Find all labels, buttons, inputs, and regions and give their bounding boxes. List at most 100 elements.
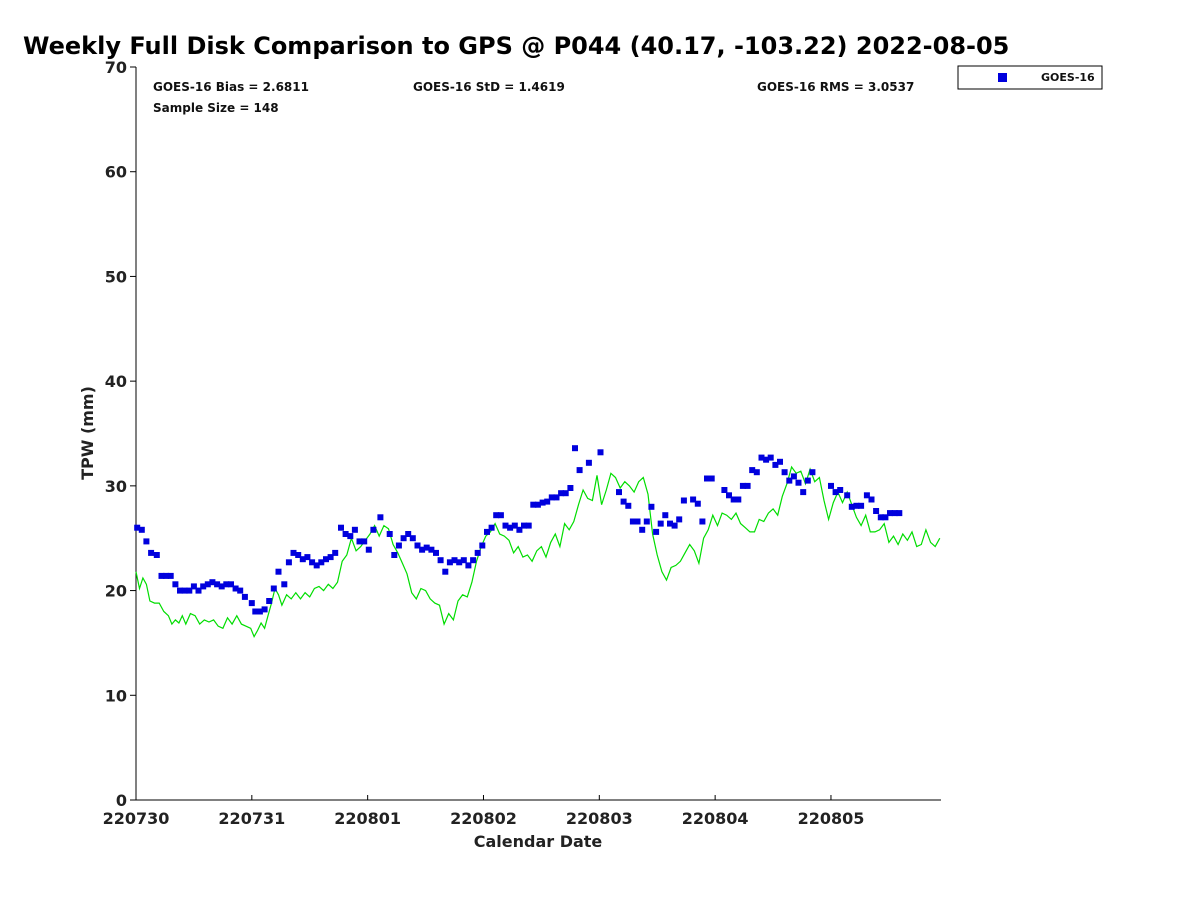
goes16-point xyxy=(323,556,329,563)
goes16-point xyxy=(530,501,537,508)
y-tick-label: 0 xyxy=(116,791,127,810)
goes16-point xyxy=(597,449,604,456)
y-tick-label: 30 xyxy=(105,477,127,496)
goes16-point xyxy=(558,490,565,497)
goes16-point xyxy=(138,526,145,533)
goes16-point xyxy=(616,489,622,496)
goes16-point xyxy=(676,516,683,523)
goes16-point xyxy=(795,479,802,486)
goes16-point xyxy=(295,552,302,558)
goes16-point xyxy=(848,503,855,510)
y-tick-label: 60 xyxy=(105,163,127,182)
goes16-point xyxy=(409,535,416,542)
goes16-point xyxy=(562,490,569,497)
goes16-point xyxy=(214,581,221,588)
goes16-point xyxy=(332,549,339,556)
goes16-point xyxy=(502,522,509,529)
goes16-point xyxy=(667,520,673,527)
goes16-point xyxy=(634,518,641,525)
goes16-point xyxy=(261,606,268,613)
goes16-point xyxy=(539,499,546,506)
goes16-point xyxy=(629,518,636,525)
goes16-point xyxy=(446,559,453,566)
goes16-point xyxy=(625,502,632,509)
goes16-point xyxy=(767,454,774,461)
plot-frame xyxy=(135,67,941,801)
goes16-point xyxy=(567,485,574,491)
goes16-point xyxy=(167,572,174,579)
goes16-point xyxy=(657,520,664,527)
goes16-point xyxy=(228,581,234,588)
goes16-point xyxy=(572,445,578,452)
goes16-point xyxy=(256,608,263,615)
goes16-point xyxy=(544,498,551,505)
goes16-point xyxy=(896,510,903,517)
goes16-point xyxy=(576,467,583,474)
goes16-point xyxy=(190,583,197,590)
goes16-point xyxy=(248,600,255,607)
goes16-point xyxy=(218,583,225,590)
goes16-point xyxy=(377,514,384,521)
goes16-point xyxy=(639,526,646,533)
x-tick-label: 220801 xyxy=(334,809,401,828)
x-axis: 220730 220731 220801 220802 220803 220804 2208… xyxy=(103,795,864,828)
goes16-point xyxy=(313,562,320,569)
goes16-point xyxy=(534,501,541,508)
x-tick-label: 220804 xyxy=(682,809,749,828)
goes16-point xyxy=(209,579,216,586)
legend-box xyxy=(957,65,1103,90)
goes16-point xyxy=(887,510,893,517)
goes16-point xyxy=(370,526,377,533)
goes16-point xyxy=(837,487,844,493)
goes16-point xyxy=(223,581,230,588)
goes16-point xyxy=(423,544,430,551)
goes16-point xyxy=(844,492,851,499)
y-tick-label: 70 xyxy=(105,58,127,77)
goes16-point xyxy=(134,524,141,531)
goes16-point xyxy=(252,608,259,615)
goes16-point xyxy=(497,512,504,519)
goes16-point xyxy=(548,494,555,501)
goes16-point xyxy=(781,469,788,476)
goes16-point xyxy=(553,494,560,501)
goes16-point xyxy=(460,557,467,564)
goes16-point xyxy=(680,497,687,504)
goes16-point xyxy=(694,500,701,507)
chart-title: Weekly Full Disk Comparison to GPS @ P04… xyxy=(23,32,1009,60)
goes16-point xyxy=(451,557,458,564)
goes16-point xyxy=(704,475,710,482)
gps-series xyxy=(135,465,941,638)
goes16-point xyxy=(309,559,316,566)
goes16-point xyxy=(361,538,368,545)
goes16-point xyxy=(241,593,248,600)
legend: GOES-16 xyxy=(957,65,1103,90)
goes16-point xyxy=(172,581,179,588)
goes16-point xyxy=(342,531,349,537)
goes16-point xyxy=(891,510,898,517)
goes16-point xyxy=(400,535,407,542)
goes16-point xyxy=(828,482,834,489)
goes16-point xyxy=(351,526,358,533)
legend-marker xyxy=(998,73,1007,82)
goes16-point xyxy=(516,526,523,533)
goes16-point xyxy=(414,542,421,549)
goes16-point xyxy=(758,454,765,461)
y-tick-label: 40 xyxy=(105,372,127,391)
goes16-point xyxy=(484,528,490,535)
goes16-point xyxy=(327,554,334,561)
goes16-point xyxy=(858,502,865,509)
goes16-point xyxy=(266,598,273,604)
goes16-point xyxy=(763,456,770,463)
goes16-point xyxy=(281,581,288,588)
goes16-point xyxy=(877,514,884,521)
legend-entry-goes16: GOES-16 xyxy=(1041,71,1095,84)
x-tick-label: 220731 xyxy=(218,809,285,828)
x-tick-label: 220803 xyxy=(566,809,633,828)
goes16-point xyxy=(148,549,155,556)
goes16-point xyxy=(772,461,779,468)
goes16-point xyxy=(419,546,426,553)
goes16-point xyxy=(479,542,486,549)
goes16-point xyxy=(853,502,860,509)
goes16-point xyxy=(163,572,170,579)
goes16-point xyxy=(285,559,292,566)
